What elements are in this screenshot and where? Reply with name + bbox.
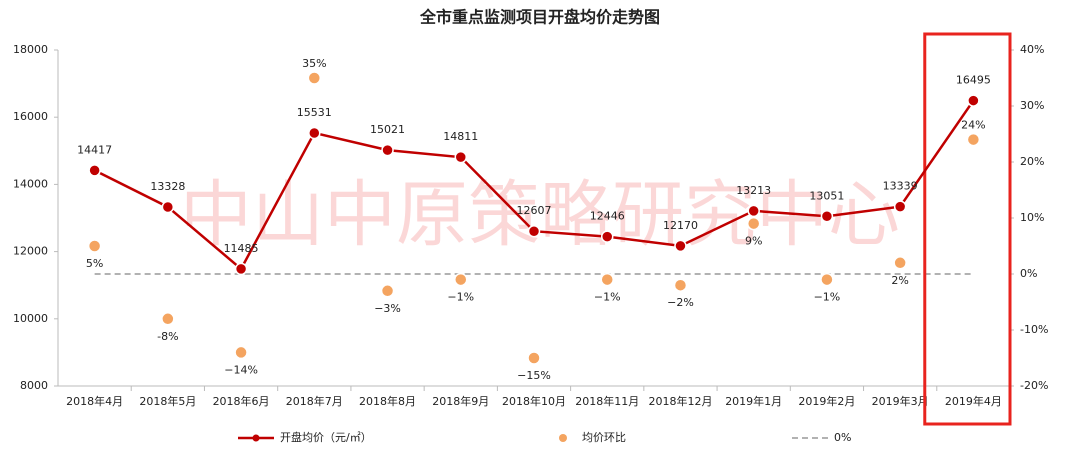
data-label: 5% xyxy=(86,257,103,270)
x-tick-label: 2019年4月 xyxy=(945,394,1002,408)
data-label: 14811 xyxy=(443,130,478,143)
data-label: −1% xyxy=(814,291,841,304)
line-point xyxy=(161,200,175,214)
y2-tick-label: 30% xyxy=(1020,99,1044,112)
x-tick-label: 2018年8月 xyxy=(359,394,416,408)
data-label: −2% xyxy=(667,296,694,309)
data-label: −1% xyxy=(594,291,621,304)
chart-title: 全市重点监测项目开盘均价走势图 xyxy=(419,8,660,27)
line-point xyxy=(381,143,394,157)
data-label: 13339 xyxy=(883,180,918,193)
line-point xyxy=(967,94,980,107)
y-tick-label: 10000 xyxy=(13,312,48,325)
y-tick-label: 12000 xyxy=(13,245,48,258)
x-tick-label: 2019年2月 xyxy=(798,394,855,408)
legend-label: 开盘均价（元/㎡） xyxy=(280,430,372,444)
x-tick-label: 2018年12月 xyxy=(648,394,712,408)
y-tick-label: 8000 xyxy=(20,379,48,392)
data-label: 35% xyxy=(302,57,326,70)
x-tick-label: 2018年4月 xyxy=(66,394,123,408)
scatter-point xyxy=(746,216,761,231)
x-tick-label: 2018年5月 xyxy=(139,394,196,408)
data-label: 15531 xyxy=(297,106,332,119)
scatter-point xyxy=(161,312,175,326)
data-label: 13213 xyxy=(736,184,771,197)
x-tick-label: 2018年7月 xyxy=(286,394,343,408)
y-tick-label: 14000 xyxy=(13,177,48,190)
data-label: −3% xyxy=(374,302,401,315)
data-label: 24% xyxy=(961,119,985,132)
x-tick-label: 2018年9月 xyxy=(432,394,489,408)
data-label: 16495 xyxy=(956,74,991,87)
data-label: 11485 xyxy=(224,242,259,255)
data-label: 12446 xyxy=(590,210,625,223)
data-label: 9% xyxy=(745,235,762,248)
y2-tick-label: 0% xyxy=(1020,267,1037,280)
legend-swatch xyxy=(252,434,260,442)
line-point xyxy=(820,210,834,223)
line-point xyxy=(747,204,760,218)
line-point xyxy=(527,224,541,238)
line-point xyxy=(600,230,614,243)
data-label: −15% xyxy=(517,369,551,382)
scatter-point xyxy=(380,284,395,298)
data-label: 12607 xyxy=(517,204,552,217)
y2-tick-label: -20% xyxy=(1020,379,1048,392)
x-tick-label: 2019年3月 xyxy=(872,394,929,408)
data-label: 13051 xyxy=(809,189,844,202)
x-tick-label: 2018年11月 xyxy=(575,394,639,408)
scatter-point xyxy=(600,272,614,287)
data-label: 14417 xyxy=(77,143,112,156)
scatter-point xyxy=(893,256,907,270)
x-tick-label: 2019年1月 xyxy=(725,394,782,408)
y-tick-label: 16000 xyxy=(13,110,48,123)
x-tick-label: 2018年10月 xyxy=(502,394,566,408)
line-point xyxy=(893,200,907,213)
legend-swatch xyxy=(559,434,567,442)
y-tick-label: 18000 xyxy=(13,43,48,56)
line-point xyxy=(674,239,687,253)
data-label: −1% xyxy=(447,291,474,304)
scatter-point xyxy=(527,351,541,365)
data-label: 12170 xyxy=(663,219,698,232)
scatter-point xyxy=(454,272,468,287)
data-label: 2% xyxy=(891,274,908,287)
legend-label: 均价环比 xyxy=(582,431,626,444)
scatter-point xyxy=(87,239,102,253)
line-point xyxy=(234,262,248,276)
line-point xyxy=(88,164,101,177)
x-tick-label: 2018年6月 xyxy=(213,394,270,408)
y2-tick-label: 40% xyxy=(1020,43,1044,56)
data-label: 15021 xyxy=(370,123,405,136)
watermark: 中山中原策略研究中心 xyxy=(180,173,900,257)
highlight-box xyxy=(923,32,1012,426)
data-label: 13328 xyxy=(150,180,185,193)
legend-label: 0% xyxy=(834,431,851,444)
scatter-point xyxy=(234,345,248,360)
data-label: −14% xyxy=(224,363,258,376)
scatter-point xyxy=(673,278,688,292)
scatter-point xyxy=(307,71,322,85)
data-label: -8% xyxy=(157,330,178,343)
line-point xyxy=(308,126,321,140)
y2-tick-label: 20% xyxy=(1020,155,1044,168)
line-point xyxy=(454,150,468,164)
scatter-point xyxy=(820,272,834,287)
scatter-point xyxy=(966,132,981,147)
y2-tick-label: -10% xyxy=(1020,323,1048,336)
y2-tick-label: 10% xyxy=(1020,211,1044,224)
